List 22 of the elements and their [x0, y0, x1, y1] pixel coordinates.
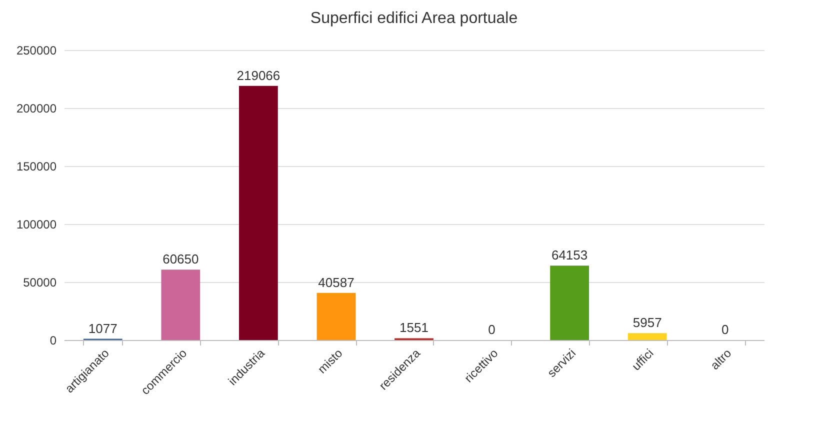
y-tick-label: 150000 [16, 160, 57, 174]
data-label: 64153 [551, 248, 588, 263]
data-label: 0 [721, 322, 729, 337]
bar [628, 333, 667, 340]
data-label: 5957 [632, 315, 662, 330]
bar [239, 86, 278, 340]
data-label: 1077 [88, 320, 118, 336]
bar [161, 270, 200, 340]
data-label: 219066 [236, 68, 280, 83]
y-tick-label: 0 [50, 334, 57, 348]
y-tick-label: 200000 [16, 102, 57, 116]
chart-title: Superfici edifici Area portuale [310, 10, 518, 27]
bar [316, 292, 356, 340]
data-label: 0 [488, 322, 496, 337]
data-label: 60650 [162, 252, 199, 267]
data-label: 1551 [400, 320, 428, 336]
y-tick-label: 50000 [23, 276, 57, 290]
y-tick-label: 250000 [16, 44, 57, 58]
y-tick-label: 100000 [16, 218, 57, 232]
x-tick-label: altro [708, 346, 734, 372]
data-label: 40587 [318, 274, 354, 290]
bar [550, 266, 589, 340]
